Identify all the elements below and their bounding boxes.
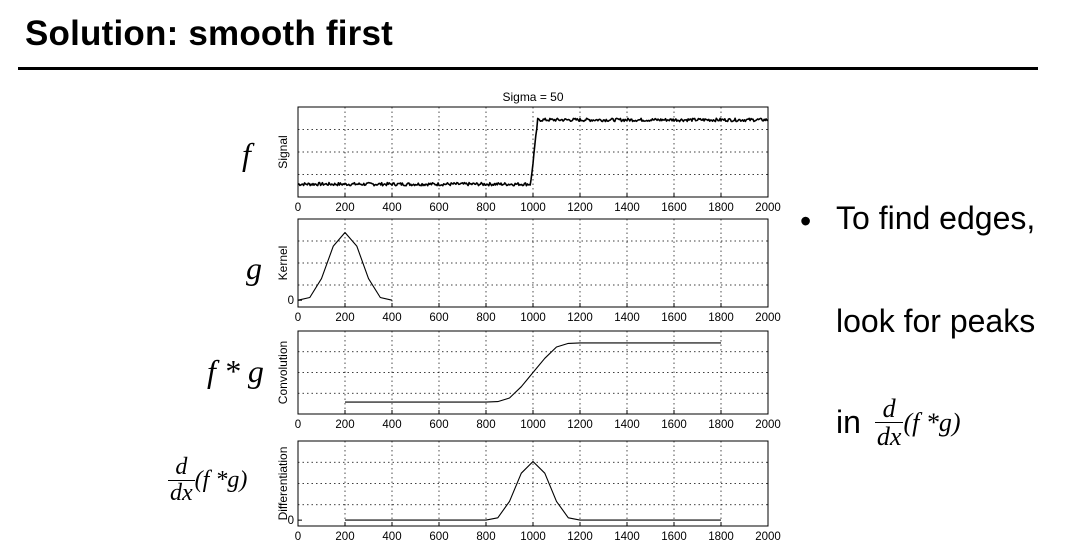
x-tick-label: 800: [476, 312, 495, 324]
label-f-conv-g: f * g: [207, 353, 264, 389]
bullet-frac-expr: (f *g): [903, 407, 961, 437]
x-tick-label: 1800: [708, 202, 734, 214]
chart-panel-1: 0 200 400 600 800 1000 1200 1400 1600 1800 2000 Sig…: [276, 90, 781, 214]
x-tick-label: 0: [295, 531, 301, 543]
series-line: [345, 342, 721, 403]
x-tick-label: 1200: [567, 312, 593, 324]
bullet-line-2: look for peaks: [836, 303, 1036, 339]
x-tick-label: 0: [295, 312, 301, 324]
x-tick-label: 400: [382, 419, 401, 431]
title-underline: [18, 67, 1038, 70]
x-tick-label: 800: [476, 202, 495, 214]
x-tick-label: 1000: [520, 419, 546, 431]
x-tick-label: 1800: [708, 531, 734, 543]
x-tick-label: 600: [429, 312, 448, 324]
x-tick-label: 2000: [755, 419, 781, 431]
x-tick-label: 1200: [567, 531, 593, 543]
x-tick-label: 1000: [520, 202, 546, 214]
x-tick-label: 400: [382, 312, 401, 324]
x-tick-label: 2000: [755, 202, 781, 214]
y-axis-label: Kernel: [276, 246, 290, 281]
bullet-marker: •: [800, 203, 812, 239]
x-tick-label: 2000: [755, 531, 781, 543]
y-axis-label: Convolution: [276, 341, 290, 404]
x-tick-label: 1400: [614, 531, 640, 543]
x-tick-label: 1600: [661, 202, 687, 214]
x-tick-label: 1200: [567, 419, 593, 431]
x-tick-label: 1400: [614, 312, 640, 324]
x-tick-label: 200: [335, 419, 354, 431]
bullet-line-1: To find edges,: [836, 200, 1036, 236]
chart-panel-3: 0 200 400 600 800 1000 1200 1400 1600 1800 2000 Con…: [276, 330, 781, 431]
series-line: [345, 460, 721, 521]
x-tick-label: 800: [476, 531, 495, 543]
x-tick-label: 1200: [567, 202, 593, 214]
x-tick-label: 600: [429, 531, 448, 543]
x-tick-label: 1600: [661, 312, 687, 324]
y-axis-label: Differentiation: [276, 447, 290, 521]
x-tick-label: 400: [382, 202, 401, 214]
chart-panel-4: 0 200 400 600 800 1000 1200 1400 1600 1800 20000Di…: [276, 440, 781, 543]
x-tick-label: 0: [295, 419, 301, 431]
label-derivative: d dx (f *g): [168, 455, 247, 506]
x-tick-label: 1400: [614, 202, 640, 214]
label-f: f: [242, 136, 251, 172]
label-derivative-num: d: [175, 454, 188, 480]
x-tick-label: 1600: [661, 419, 687, 431]
x-tick-label: 800: [476, 419, 495, 431]
x-tick-label: 600: [429, 419, 448, 431]
label-g: g: [246, 250, 262, 286]
x-tick-label: 600: [429, 202, 448, 214]
x-tick-label: 1400: [614, 419, 640, 431]
x-tick-label: 2000: [755, 312, 781, 324]
chart-panel-2: 0 200 400 600 800 1000 1200 1400 1600 1800 2000 0 Ke…: [276, 218, 781, 324]
series-line: [297, 231, 393, 301]
x-tick-label: 400: [382, 531, 401, 543]
x-tick-label: 0: [295, 202, 301, 214]
y-tick-label: 0: [288, 515, 294, 527]
x-tick-label: 200: [335, 202, 354, 214]
slide-title: Solution: smooth first: [25, 14, 393, 53]
x-tick-label: 200: [335, 312, 354, 324]
bullet-line-3: in d dx (f *g): [836, 395, 961, 450]
series-line: [297, 117, 769, 187]
x-tick-label: 1000: [520, 531, 546, 543]
x-tick-label: 1000: [520, 312, 546, 324]
bullet-frac-num: d: [882, 394, 896, 423]
bullet-frac-den: dx: [874, 422, 904, 451]
bullet-line-3-prefix: in: [836, 404, 861, 440]
y-axis-label: Signal: [276, 135, 290, 168]
x-tick-label: 200: [335, 531, 354, 543]
y-tick-label: 0: [288, 295, 294, 307]
x-tick-label: 1800: [708, 419, 734, 431]
chart-title: Sigma = 50: [502, 90, 563, 104]
x-tick-label: 1800: [708, 312, 734, 324]
label-derivative-expr: (f *g): [194, 467, 248, 493]
x-tick-label: 1600: [661, 531, 687, 543]
label-derivative-den: dx: [168, 480, 195, 506]
